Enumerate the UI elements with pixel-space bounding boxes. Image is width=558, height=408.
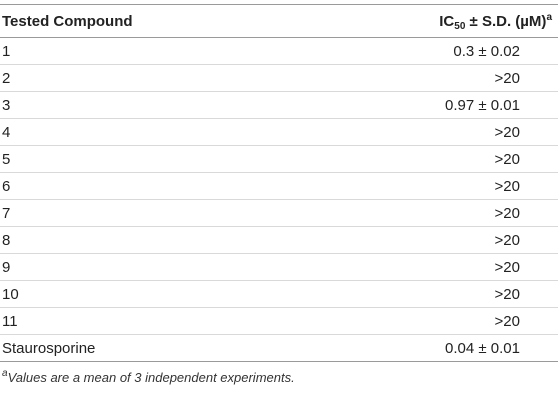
- header-ic50: IC50 ± S.D. (µM)a: [360, 4, 558, 38]
- cell-compound: 3: [0, 91, 360, 119]
- header-tested-compound: Tested Compound: [0, 4, 360, 38]
- cell-compound: 11: [0, 307, 360, 335]
- cell-compound: 10: [0, 280, 360, 308]
- cell-compound: 9: [0, 253, 360, 281]
- table-header: Tested Compound IC50 ± S.D. (µM)a: [0, 4, 558, 38]
- cell-compound: 8: [0, 226, 360, 254]
- cell-compound: 1: [0, 37, 360, 65]
- cell-compound: 6: [0, 172, 360, 200]
- header-ic50-subscript: 50: [454, 20, 466, 32]
- cell-ic50: >20: [360, 307, 558, 335]
- cell-compound: 2: [0, 64, 360, 92]
- table-row: 4 >20: [0, 118, 558, 146]
- header-ic50-prefix: IC: [439, 12, 455, 30]
- cell-ic50: >20: [360, 64, 558, 92]
- header-ic50-footnote-marker: a: [546, 11, 552, 23]
- cell-ic50: >20: [360, 172, 558, 200]
- table-row: 2 >20: [0, 64, 558, 92]
- table-row: 5 >20: [0, 145, 558, 173]
- cell-ic50: 0.04 ± 0.01: [360, 334, 558, 362]
- cell-ic50: >20: [360, 145, 558, 173]
- table-row: 3 0.97 ± 0.01: [0, 91, 558, 119]
- table-row: 8 >20: [0, 226, 558, 254]
- table-row: 1 0.3 ± 0.02: [0, 37, 558, 65]
- header-ic50-suffix: ± S.D. (µM): [465, 12, 547, 30]
- cell-ic50: >20: [360, 253, 558, 281]
- table-footnote: aValues are a mean of 3 independent expe…: [0, 362, 558, 386]
- footnote-text: Values are a mean of 3 independent exper…: [7, 370, 295, 385]
- cell-compound: Staurosporine: [0, 334, 360, 362]
- table-row: Staurosporine 0.04 ± 0.01: [0, 334, 558, 362]
- cell-ic50: 0.3 ± 0.02: [360, 37, 558, 65]
- results-table-container: Tested Compound IC50 ± S.D. (µM)a 1 0.3 ±…: [0, 4, 558, 386]
- cell-ic50: 0.97 ± 0.01: [360, 91, 558, 119]
- cell-ic50: >20: [360, 226, 558, 254]
- cell-compound: 7: [0, 199, 360, 227]
- cell-compound: 4: [0, 118, 360, 146]
- cell-ic50: >20: [360, 118, 558, 146]
- table-row: 9 >20: [0, 253, 558, 281]
- footnote-marker: a: [2, 368, 8, 379]
- ic50-table: Tested Compound IC50 ± S.D. (µM)a 1 0.3 ±…: [0, 4, 558, 362]
- cell-ic50: >20: [360, 199, 558, 227]
- header-row: Tested Compound IC50 ± S.D. (µM)a: [0, 4, 558, 38]
- cell-ic50: >20: [360, 280, 558, 308]
- table-body: 1 0.3 ± 0.02 2 >20 3 0.97 ± 0.01 4 >20 5 >20 6 >20 7…: [0, 37, 558, 362]
- table-row: 6 >20: [0, 172, 558, 200]
- table-row: 11 >20: [0, 307, 558, 335]
- cell-compound: 5: [0, 145, 360, 173]
- table-row: 10 >20: [0, 280, 558, 308]
- table-row: 7 >20: [0, 199, 558, 227]
